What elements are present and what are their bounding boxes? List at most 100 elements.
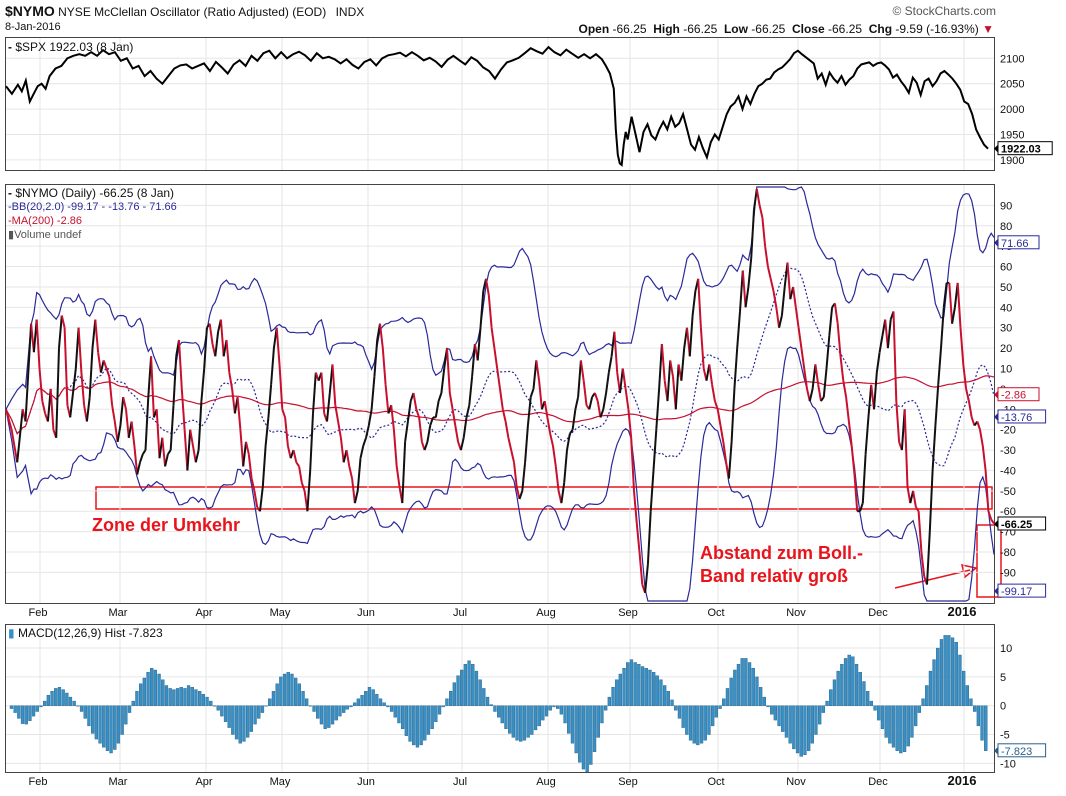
nymo-segment [652,429,658,471]
open-value: -66.25 [612,22,647,36]
nymo-segment [602,392,608,410]
macd-hist-bar [57,687,62,706]
macd-hist-bar [168,688,172,706]
nymo-segment [937,348,942,385]
macd-hist-bar [640,666,645,706]
volume-bars-icon: ▮ [8,229,15,241]
macd-hist-bar [592,705,597,753]
nymo-segment [521,462,527,491]
macd-hist-bar [578,705,582,763]
osc-month-label: Oct [707,607,724,619]
macd-hist-bar [286,672,290,706]
macd-hist-bar [113,705,117,750]
nymo-segment [984,470,990,512]
nymo-segment [940,307,945,349]
nymo-segment [655,388,661,430]
macd-hist-bar [851,656,855,706]
nymo-segment [426,425,432,443]
nymo-segment [504,421,510,438]
macd-hist-bar [452,682,456,706]
macd-hist-bar [83,705,87,719]
nymo-segment [275,327,281,365]
macd-hist-bar [227,705,231,728]
nymo-segment [716,409,722,426]
macd-hist-bar [563,705,567,724]
ma200-line [5,375,995,435]
macd-hist-bar [803,705,807,755]
osc-axis-tick-label: -50 [1000,486,1016,498]
nymo-segment [214,331,220,357]
macd-hist-bar [917,705,922,713]
macd-hist-bar [784,705,789,738]
ma200-value: -2.86 [1001,390,1026,402]
macd-hist-bar [585,705,589,773]
nymo-segment [552,445,557,467]
macd-hist-bar [570,705,575,744]
nymo-segment [722,441,728,463]
macd-hist-bar [482,688,486,706]
nymo-segment [192,445,197,463]
nymo-segment [365,425,370,439]
price-axis-tick-label: 2100 [1000,53,1024,65]
nymo-segment [644,564,649,593]
nymo-segment [261,445,267,487]
macd-hist-bar [231,705,235,735]
macd-hist-bar [297,683,301,706]
macd-hist-bar [674,705,678,711]
macd-hist-bar [637,664,641,706]
nymo-segment [613,331,619,373]
open-label: Open [578,22,610,36]
nymo-segment [599,408,605,418]
macd-hist-bar [541,705,545,721]
macd-hist-bar [759,687,763,706]
macd-hist-bar [497,705,501,718]
macd-hist-bar [31,705,36,717]
osc-month-label: Jun [357,607,375,619]
macd-hist-bar [353,702,357,706]
nymo-segment [58,315,63,349]
nymo-segment [228,372,234,390]
macd-hist-bar [807,705,811,751]
nymo-segment [236,397,242,430]
nymo-segment [535,360,541,381]
nymo-segment [563,450,568,483]
macd-hist-bar [90,705,95,734]
macd-hist-bar [190,687,194,706]
nymo-segment [719,425,725,443]
macd-hist-bar [611,687,615,706]
macd-hist-bar [13,705,17,713]
nymo-segment [873,372,878,410]
macd-hist-bar [131,700,135,706]
nymo-segment [284,417,289,447]
macd-hist-bar [869,700,874,706]
nymo-segment [956,282,962,328]
macd-hist-bar [965,685,970,706]
macd-hist-bar [958,654,962,706]
nymo-segment [750,209,755,259]
osc-axis-tick-label: -40 [1000,465,1016,477]
nymo-segment [320,372,326,414]
nymo-segment [808,388,814,402]
nymo-segment [513,462,518,487]
nymo-segment [16,409,24,463]
osc-month-label: Jul [453,607,467,619]
nymo-segment [515,486,521,500]
nymo-segment [286,445,292,459]
nymo-segment [646,511,652,565]
nymo-segment [111,405,116,422]
nymo-segment [546,417,552,434]
nymo-segment [451,409,457,426]
nymo-segment [337,421,342,438]
nymo-segment [353,490,359,504]
nymo-segment [839,356,845,381]
nymo-last-value-pointer [994,519,998,528]
nymo-segment [144,397,150,451]
nymo-segment [926,531,931,585]
nymo-segment [758,205,764,218]
nymo-segment [264,417,270,447]
macd-hist-bar [692,705,696,744]
macd-hist-bar [334,705,338,721]
osc-month-label: Nov [786,607,806,619]
macd-hist-bar [430,705,434,730]
